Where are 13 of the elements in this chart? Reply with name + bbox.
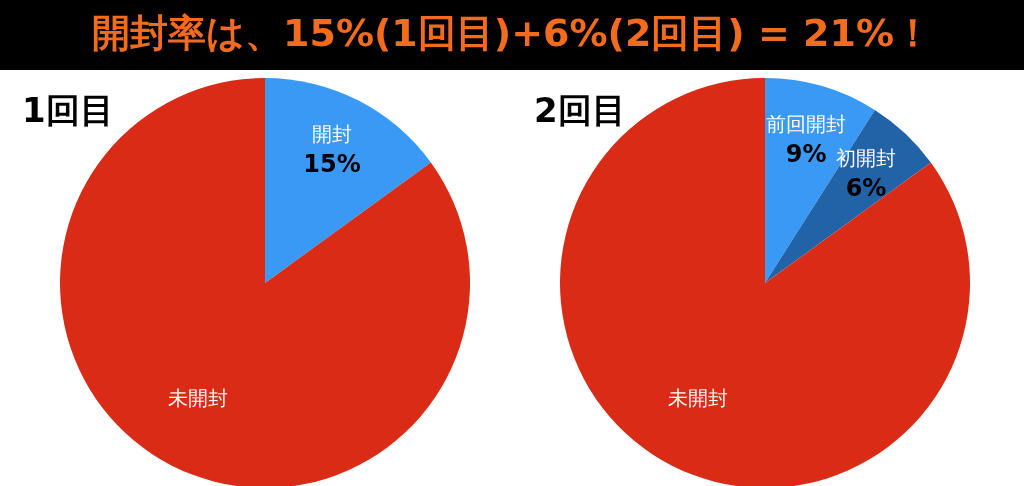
text: 開封率は、15%(1回目)+6%(2回目) = 21%！: [92, 11, 932, 55]
slice-label: 未開封: [167, 385, 228, 410]
data-label: 6%: [845, 174, 887, 203]
slice-label: 前回開封: [766, 112, 847, 137]
data-label: 15%: [303, 150, 361, 179]
chart-title: 2回目: [534, 90, 626, 130]
slice-label: 未開封: [667, 385, 728, 410]
slice-label: 初開封: [836, 146, 897, 171]
chart-title: 1回目: [22, 90, 114, 130]
pie-slice: [265, 78, 431, 283]
pie-slice: [560, 78, 970, 486]
slice-label: 開封: [312, 122, 353, 147]
data-label: 9%: [785, 140, 827, 169]
